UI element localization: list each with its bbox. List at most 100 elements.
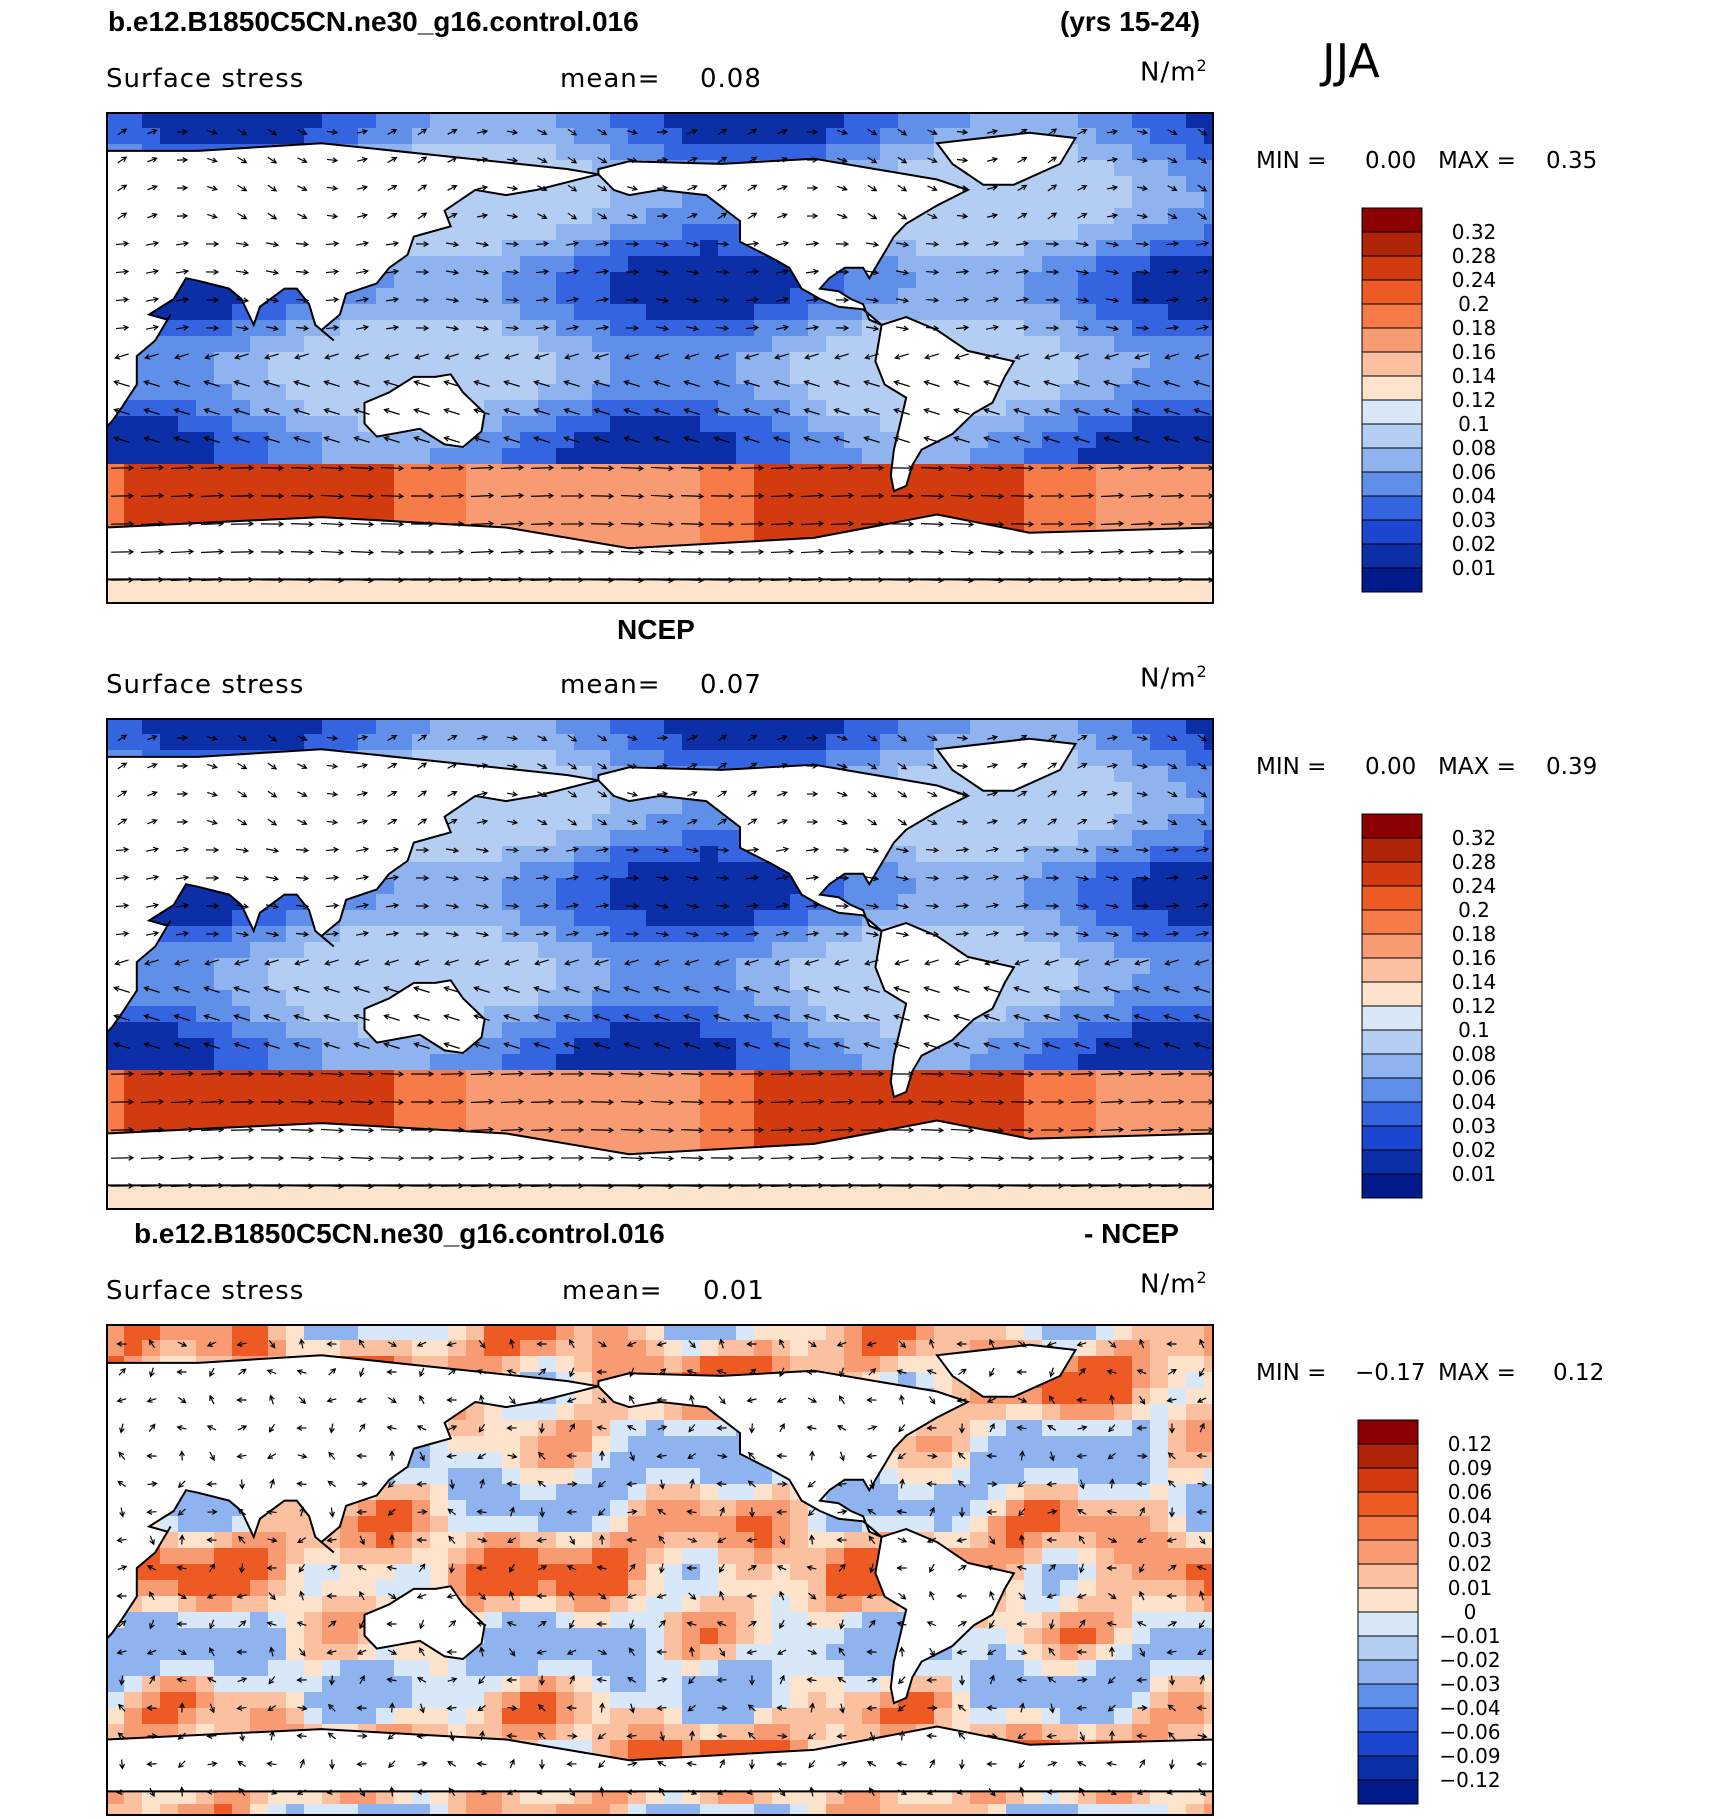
stress-vector-arrow xyxy=(1017,734,1028,741)
stress-field-cell xyxy=(502,224,521,241)
stress-field-cell xyxy=(646,1070,665,1087)
stress-field-cell xyxy=(1024,320,1043,337)
stress-vector-arrow xyxy=(923,380,940,387)
stress-vector-arrow xyxy=(380,549,405,556)
stress-field-cell xyxy=(934,592,953,604)
stress-field-cell xyxy=(1204,798,1214,815)
stress-field-cell xyxy=(466,368,485,385)
stress-vector-arrow xyxy=(685,325,700,332)
stress-vector-arrow xyxy=(777,762,788,769)
stress-field-cell xyxy=(538,336,557,353)
stress-field-cell xyxy=(502,464,521,481)
stress-vector-arrow xyxy=(173,408,190,415)
stress-field-cell xyxy=(700,1102,719,1119)
stress-field-cell xyxy=(610,862,629,879)
stress-field-cell xyxy=(502,718,521,735)
stress-field-cell xyxy=(412,272,431,289)
stress-field-cell xyxy=(1114,782,1133,799)
stress-field-cell xyxy=(592,1086,611,1103)
stress-vector-arrow xyxy=(173,1042,190,1049)
stress-vector-arrow xyxy=(387,156,398,163)
stress-field-cell xyxy=(916,304,935,321)
stress-field-cell xyxy=(232,1022,251,1039)
stress-field-cell xyxy=(1150,798,1169,815)
stress-field-cell xyxy=(610,288,629,305)
stress-field-cell xyxy=(106,496,125,513)
stress-vector-arrow xyxy=(1193,1014,1210,1021)
stress-field-cell xyxy=(286,926,305,943)
stress-vector-arrow xyxy=(353,408,370,415)
stress-vector-arrow xyxy=(505,875,520,882)
stress-field-cell xyxy=(538,208,557,225)
stress-field-cell xyxy=(610,1054,629,1071)
stress-field-cell xyxy=(826,128,845,145)
stress-vector-arrow xyxy=(925,875,940,882)
stress-vector-arrow xyxy=(1073,408,1090,415)
stress-field-cell xyxy=(736,926,755,943)
stress-vector-arrow xyxy=(655,847,670,854)
stress-field-cell xyxy=(430,288,449,305)
stress-field-cell xyxy=(808,336,827,353)
stress-field-cell xyxy=(592,128,611,145)
stress-field-cell xyxy=(1024,942,1043,959)
stress-vector-arrow xyxy=(537,129,548,136)
stress-field-cell xyxy=(628,240,647,257)
stress-field-cell xyxy=(1006,288,1025,305)
stress-field-cell xyxy=(1096,272,1115,289)
stress-field-cell xyxy=(610,352,629,369)
stress-vector-arrow xyxy=(475,325,490,332)
stress-field-cell xyxy=(394,734,413,751)
stress-field-cell xyxy=(1132,416,1151,433)
stress-vector-arrow xyxy=(413,1014,430,1021)
stress-field-cell xyxy=(1132,1102,1151,1119)
stress-field-cell xyxy=(826,416,845,433)
stress-field-cell xyxy=(448,448,467,465)
stress-field-cell xyxy=(1060,320,1079,337)
stress-field-cell xyxy=(988,272,1007,289)
stress-vector-arrow xyxy=(653,436,670,443)
stress-vector-arrow xyxy=(595,324,610,331)
stress-field-cell xyxy=(196,336,215,353)
stress-field-cell xyxy=(1204,512,1214,529)
stress-field-cell xyxy=(520,256,539,273)
stress-vector-arrow xyxy=(623,380,640,387)
stress-field-cell xyxy=(952,304,971,321)
stress-vector-arrow xyxy=(717,734,728,742)
stress-vector-arrow xyxy=(1194,959,1209,966)
stress-vector-arrow xyxy=(835,325,850,331)
stress-vector-arrow xyxy=(925,297,940,304)
stress-vector-arrow xyxy=(537,157,548,164)
stress-field-cell xyxy=(664,926,683,943)
stress-vector-arrow xyxy=(717,184,728,192)
stress-vector-arrow xyxy=(687,818,698,825)
stress-field-cell xyxy=(304,734,323,751)
stress-field-cell xyxy=(718,942,737,959)
stress-vector-arrow xyxy=(897,128,908,136)
stress-vector-arrow xyxy=(863,380,880,387)
stress-field-cell xyxy=(808,512,827,529)
stress-field-cell xyxy=(340,352,359,369)
stress-vector-arrow xyxy=(1105,297,1120,304)
stress-field-cell xyxy=(700,846,719,863)
stress-field-cell xyxy=(484,592,503,604)
stress-field-cell xyxy=(880,496,899,513)
stress-field-cell xyxy=(178,974,197,991)
stress-field-cell xyxy=(808,1054,827,1071)
stress-field-cell xyxy=(142,592,161,604)
stress-vector-arrow xyxy=(983,986,1000,993)
stress-field-cell xyxy=(556,846,575,863)
stress-vector-arrow xyxy=(1013,1014,1030,1021)
stress-field-cell xyxy=(862,384,881,401)
stress-field-cell xyxy=(340,974,359,991)
stress-field-cell xyxy=(1150,448,1169,465)
stress-vector-arrow xyxy=(715,931,730,938)
stress-field-cell xyxy=(628,734,647,751)
stress-field-cell xyxy=(1168,160,1187,177)
stress-field-cell xyxy=(1006,480,1025,497)
stress-field-cell xyxy=(160,496,179,513)
stress-vector-arrow xyxy=(533,986,550,993)
stress-field-cell xyxy=(934,766,953,783)
stress-vector-arrow xyxy=(747,790,758,798)
stress-field-cell xyxy=(1150,750,1169,767)
stress-field-cell xyxy=(1114,846,1133,863)
